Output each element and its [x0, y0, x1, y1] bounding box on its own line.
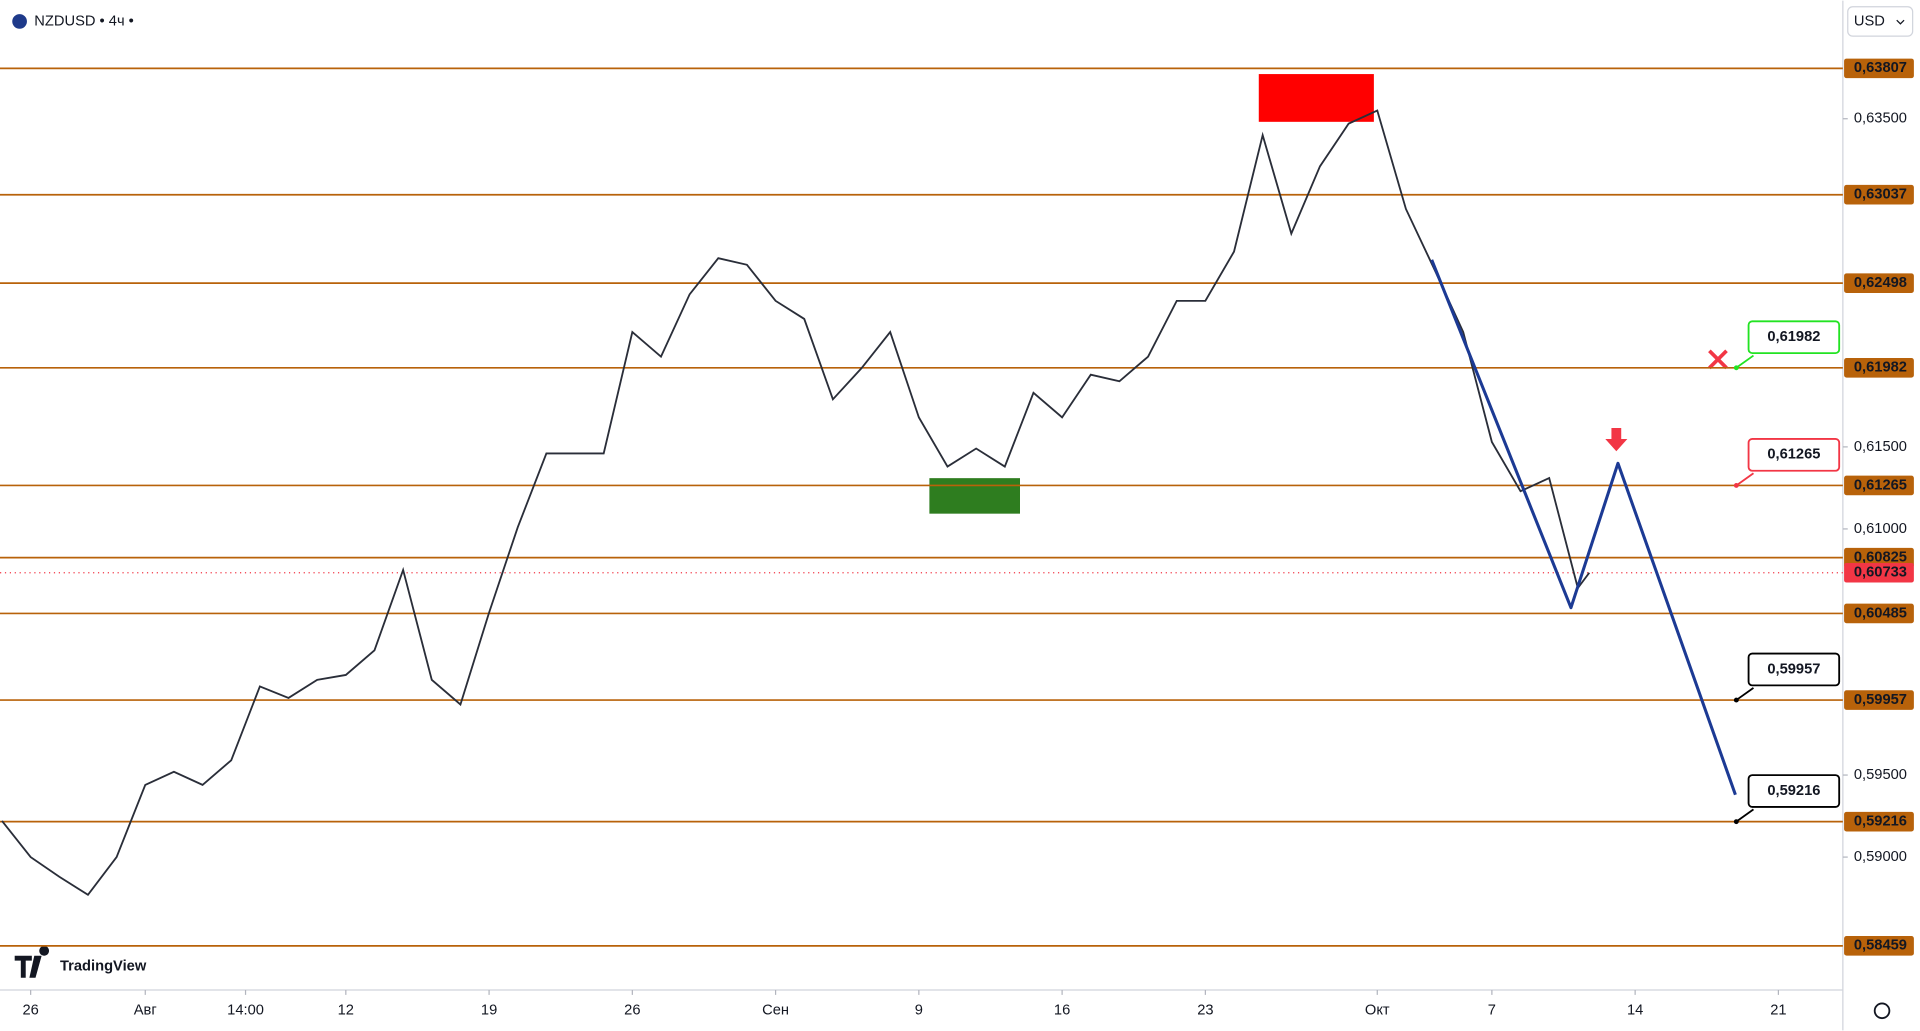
y-tick-label: 0,59500 [1854, 767, 1907, 783]
target-label: 0,61982 [1767, 329, 1820, 345]
y-tick-label: 0,61000 [1854, 521, 1907, 537]
level-tag [1844, 936, 1914, 956]
target-pointer [1735, 687, 1755, 701]
target-label: 0,59957 [1767, 661, 1820, 677]
x-tick-label: 21 [1770, 1003, 1786, 1019]
target-box [1747, 438, 1841, 472]
x-tick-label: 14 [1627, 1003, 1643, 1019]
level-label: 0,58459 [1854, 938, 1907, 954]
currency-label: USD [1854, 13, 1885, 29]
dropdown-icon [1896, 19, 1905, 25]
level-label: 0,63807 [1854, 60, 1907, 76]
price-line [1, 109, 1591, 897]
logo-icon [14, 945, 50, 978]
settings-icon[interactable] [1873, 1002, 1891, 1020]
level-label: 0,59957 [1854, 692, 1907, 708]
level-label: 0,61265 [1854, 477, 1907, 493]
level-tag [1844, 58, 1914, 79]
level-label: 0,63037 [1854, 187, 1907, 203]
target-pointer [1735, 354, 1755, 369]
target-pointer [1735, 472, 1755, 487]
x-tick-label: 12 [338, 1003, 354, 1019]
demand-zone [929, 478, 1020, 514]
level-tag [1844, 690, 1914, 710]
level-label: 0,62498 [1854, 275, 1907, 291]
target-box [1747, 652, 1841, 687]
x-tick-label: Окт [1365, 1003, 1390, 1019]
x-tick-label: 26 [624, 1003, 640, 1019]
level-tag [1844, 358, 1914, 378]
level-tag [1844, 475, 1914, 496]
target-pointer [1735, 808, 1755, 823]
level-tag [1844, 547, 1914, 568]
level-tag [1844, 811, 1914, 832]
x-tick-label: 16 [1054, 1003, 1070, 1019]
level-tag [1844, 603, 1914, 624]
x-tick-label: 9 [915, 1003, 923, 1019]
target-box [1747, 320, 1841, 355]
target-label: 0,59216 [1767, 783, 1820, 799]
y-tick-label: 0,63500 [1854, 111, 1907, 127]
symbol-title: NZDUSD • 4ч • [34, 13, 134, 29]
y-tick-label: 0,61500 [1854, 439, 1907, 455]
level-label: 0,61982 [1854, 360, 1907, 376]
x-tick-label: 26 [22, 1003, 38, 1019]
x-tick-label: 23 [1197, 1003, 1213, 1019]
x-tick-label: 19 [481, 1003, 497, 1019]
level-label: 0,60825 [1854, 550, 1907, 566]
level-label: 0,59216 [1854, 814, 1907, 830]
target-box [1747, 774, 1841, 808]
target-label: 0,61265 [1767, 447, 1820, 463]
logo-text: TradingView [60, 959, 147, 975]
x-tick-label: Авг [134, 1003, 157, 1019]
currency-button[interactable] [1847, 6, 1914, 37]
last-price-tag [1844, 562, 1914, 583]
supply-zone [1258, 74, 1374, 122]
level-tag [1844, 273, 1914, 293]
x-tick-label: 14:00 [227, 1003, 264, 1019]
last-price-label: 0,60733 [1854, 565, 1907, 581]
level-label: 0,60485 [1854, 605, 1907, 621]
y-tick-label: 0,59000 [1854, 849, 1907, 865]
x-tick-label: 7 [1488, 1003, 1496, 1019]
symbol-icon [12, 14, 27, 29]
cancel-mark [1708, 349, 1728, 370]
sell-arrow [1605, 427, 1628, 452]
x-tick-label: Сен [762, 1003, 789, 1019]
forecast-path [1430, 259, 1737, 796]
level-tag [1844, 184, 1914, 205]
